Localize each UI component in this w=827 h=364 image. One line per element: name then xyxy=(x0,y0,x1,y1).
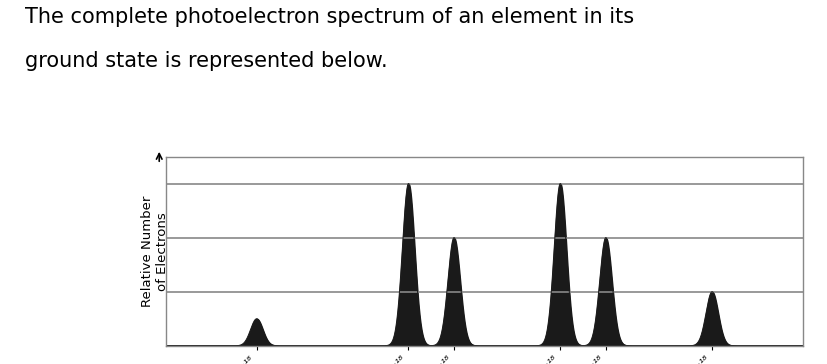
Text: The complete photoelectron spectrum of an element in its: The complete photoelectron spectrum of a… xyxy=(25,7,633,27)
Y-axis label: Relative Number
of Electrons: Relative Number of Electrons xyxy=(141,195,169,307)
Text: ground state is represented below.: ground state is represented below. xyxy=(25,51,387,71)
